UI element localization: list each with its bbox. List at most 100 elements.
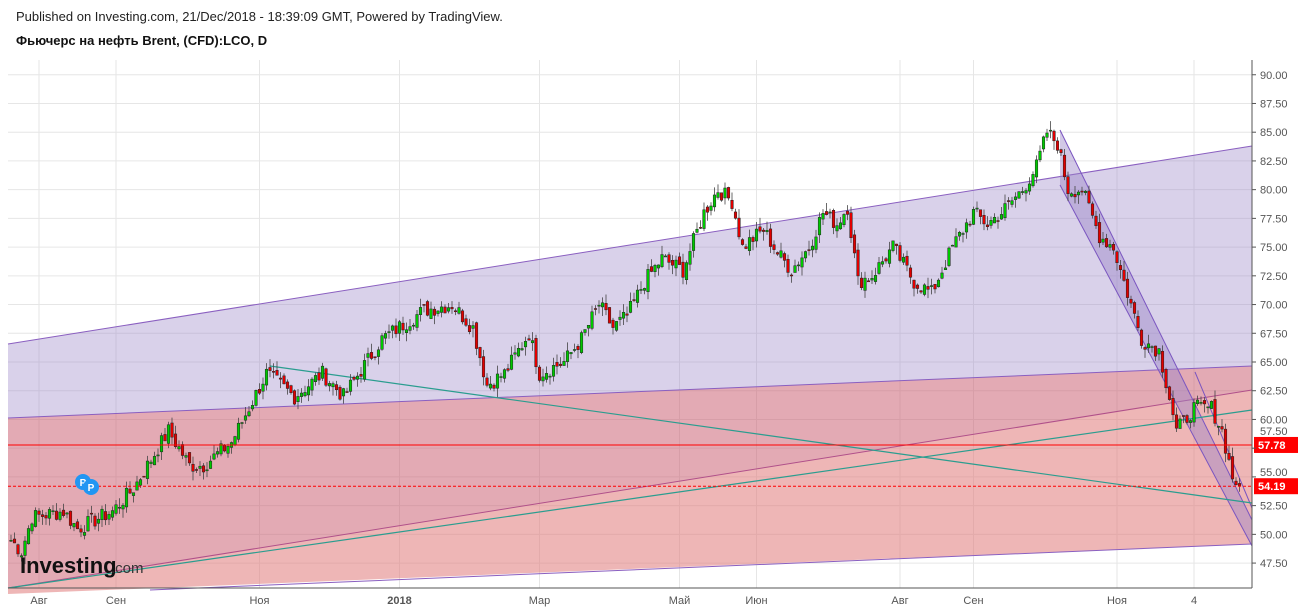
candle-down — [1080, 190, 1084, 193]
candle-up — [1017, 191, 1021, 199]
candle-down — [1059, 149, 1063, 154]
candle-down — [968, 223, 972, 226]
candle-up — [145, 460, 150, 479]
candle-down — [275, 370, 279, 376]
candle-up — [65, 512, 69, 515]
candle-down — [593, 308, 598, 310]
candle-down — [908, 267, 913, 278]
ascending-channel-upper — [8, 146, 1252, 418]
candle-up — [9, 539, 13, 542]
candle-down — [859, 277, 864, 288]
candle-up — [943, 267, 948, 270]
published-note: Published on Investing.com, 21/Dec/2018 … — [16, 9, 503, 24]
candle-up — [754, 228, 759, 242]
pivot-marker-icon[interactable] — [83, 479, 99, 495]
candle-down — [772, 244, 776, 250]
candle-up — [390, 325, 395, 331]
candle-down — [180, 444, 185, 456]
candle-up — [1069, 193, 1074, 197]
candle-up — [814, 236, 818, 250]
candle-down — [1164, 369, 1168, 389]
candle-up — [723, 187, 727, 199]
candle-up — [212, 453, 216, 460]
candle-down — [103, 511, 108, 521]
candle-down — [1181, 415, 1186, 417]
pivot-markers[interactable]: P P — [75, 474, 99, 495]
candle-down — [369, 352, 374, 359]
channel-line — [1059, 129, 1253, 521]
candle-down — [450, 307, 454, 310]
candle-up — [765, 230, 769, 233]
candle-up — [989, 220, 993, 226]
y-tick-label: 72.50 — [1260, 271, 1288, 283]
y-tick-label: 62.50 — [1260, 386, 1288, 398]
candle-down — [61, 509, 66, 516]
candle-up — [177, 446, 181, 450]
candle-up — [131, 492, 136, 496]
channel-line — [1194, 371, 1253, 509]
candle-down — [607, 307, 612, 324]
candle-up — [1195, 399, 1200, 405]
candle-up — [51, 510, 55, 513]
candle-up — [219, 443, 223, 455]
candle-down — [558, 363, 563, 366]
channel-line — [149, 543, 1253, 591]
candle-up — [691, 233, 696, 251]
candle-down — [534, 338, 538, 368]
candle-up — [656, 264, 661, 269]
candle-up — [1076, 191, 1081, 196]
candle-up — [663, 255, 668, 258]
candle-up — [635, 289, 640, 303]
candle-up — [404, 329, 409, 334]
candle-down — [1122, 269, 1126, 281]
candle-down — [464, 318, 468, 326]
candle-up — [19, 555, 24, 558]
candle-down — [443, 306, 447, 314]
candle-up — [341, 388, 346, 397]
candle-up — [600, 302, 605, 308]
candle-down — [807, 249, 811, 251]
candle-down — [453, 310, 458, 312]
candle-up — [544, 373, 549, 380]
candle-up — [72, 523, 76, 528]
candle-down — [985, 224, 990, 228]
candle-down — [1125, 278, 1130, 298]
candle-up — [149, 461, 153, 464]
svg-text:P: P — [88, 483, 95, 494]
candle-down — [278, 377, 283, 380]
candle-down — [324, 368, 328, 386]
candle-down — [37, 510, 41, 515]
ascending-channel-middle — [8, 366, 1252, 588]
candle-down — [740, 239, 745, 245]
candle-up — [495, 373, 500, 389]
candle-up — [1048, 129, 1053, 132]
candle-down — [432, 308, 437, 316]
candle-down — [1143, 347, 1147, 350]
candle-up — [488, 383, 493, 389]
candle-down — [1139, 329, 1144, 346]
candle-up — [817, 217, 822, 236]
candle-up — [1157, 348, 1161, 355]
candle-up — [96, 518, 101, 524]
candle-up — [1020, 191, 1025, 193]
x-tick-label: Май — [669, 595, 691, 607]
candle-up — [1041, 136, 1046, 150]
candle-down — [478, 347, 482, 359]
candle-up — [502, 369, 507, 379]
candle-up — [922, 284, 927, 295]
candle-down — [44, 515, 48, 519]
candle-up — [446, 307, 451, 312]
candle-up — [793, 265, 797, 273]
candle-up — [415, 314, 419, 328]
candle-down — [884, 258, 888, 262]
candle-up — [747, 237, 752, 251]
y-tick-label: 77.50 — [1260, 213, 1288, 225]
candle-up — [1150, 346, 1154, 348]
candle-down — [1230, 456, 1235, 480]
candle-down — [467, 325, 472, 332]
candle-up — [30, 523, 34, 532]
candle-down — [730, 199, 734, 209]
candle-down — [824, 211, 829, 215]
candle-down — [292, 390, 297, 405]
